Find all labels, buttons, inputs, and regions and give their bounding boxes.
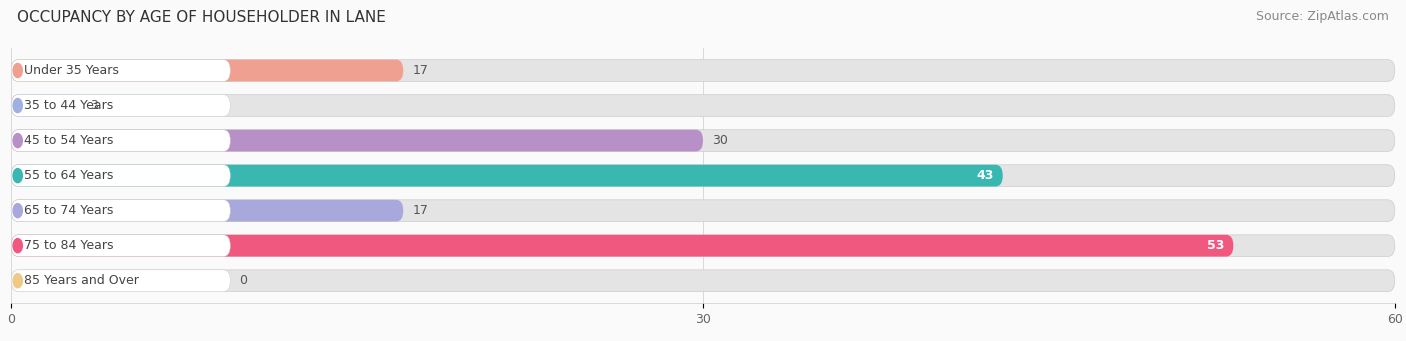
FancyBboxPatch shape xyxy=(11,235,231,256)
Text: 35 to 44 Years: 35 to 44 Years xyxy=(24,99,114,112)
FancyBboxPatch shape xyxy=(11,60,1395,81)
FancyBboxPatch shape xyxy=(11,95,80,116)
Text: 43: 43 xyxy=(976,169,994,182)
Text: OCCUPANCY BY AGE OF HOUSEHOLDER IN LANE: OCCUPANCY BY AGE OF HOUSEHOLDER IN LANE xyxy=(17,10,385,25)
FancyBboxPatch shape xyxy=(11,95,231,116)
Circle shape xyxy=(13,239,22,253)
FancyBboxPatch shape xyxy=(11,130,1395,151)
Text: 0: 0 xyxy=(239,274,247,287)
Circle shape xyxy=(13,274,22,288)
Text: 17: 17 xyxy=(412,204,429,217)
Text: 65 to 74 Years: 65 to 74 Years xyxy=(24,204,114,217)
Text: 85 Years and Over: 85 Years and Over xyxy=(24,274,139,287)
Circle shape xyxy=(13,204,22,218)
FancyBboxPatch shape xyxy=(11,200,404,222)
Circle shape xyxy=(13,168,22,183)
Text: 55 to 64 Years: 55 to 64 Years xyxy=(24,169,114,182)
Text: 53: 53 xyxy=(1206,239,1225,252)
FancyBboxPatch shape xyxy=(11,235,1395,256)
FancyBboxPatch shape xyxy=(11,60,404,81)
Text: Source: ZipAtlas.com: Source: ZipAtlas.com xyxy=(1256,10,1389,23)
FancyBboxPatch shape xyxy=(11,235,1233,256)
FancyBboxPatch shape xyxy=(11,95,1395,116)
FancyBboxPatch shape xyxy=(11,270,1395,292)
FancyBboxPatch shape xyxy=(11,200,231,222)
Text: Under 35 Years: Under 35 Years xyxy=(24,64,120,77)
Text: 17: 17 xyxy=(412,64,429,77)
FancyBboxPatch shape xyxy=(11,130,703,151)
FancyBboxPatch shape xyxy=(11,270,231,292)
Text: 75 to 84 Years: 75 to 84 Years xyxy=(24,239,114,252)
Circle shape xyxy=(13,134,22,148)
FancyBboxPatch shape xyxy=(11,165,1395,187)
Text: 3: 3 xyxy=(90,99,97,112)
Circle shape xyxy=(13,63,22,77)
FancyBboxPatch shape xyxy=(11,60,231,81)
Text: 45 to 54 Years: 45 to 54 Years xyxy=(24,134,114,147)
Circle shape xyxy=(13,99,22,113)
FancyBboxPatch shape xyxy=(11,165,231,187)
Text: 30: 30 xyxy=(713,134,728,147)
FancyBboxPatch shape xyxy=(11,165,1002,187)
FancyBboxPatch shape xyxy=(11,200,1395,222)
FancyBboxPatch shape xyxy=(11,130,231,151)
